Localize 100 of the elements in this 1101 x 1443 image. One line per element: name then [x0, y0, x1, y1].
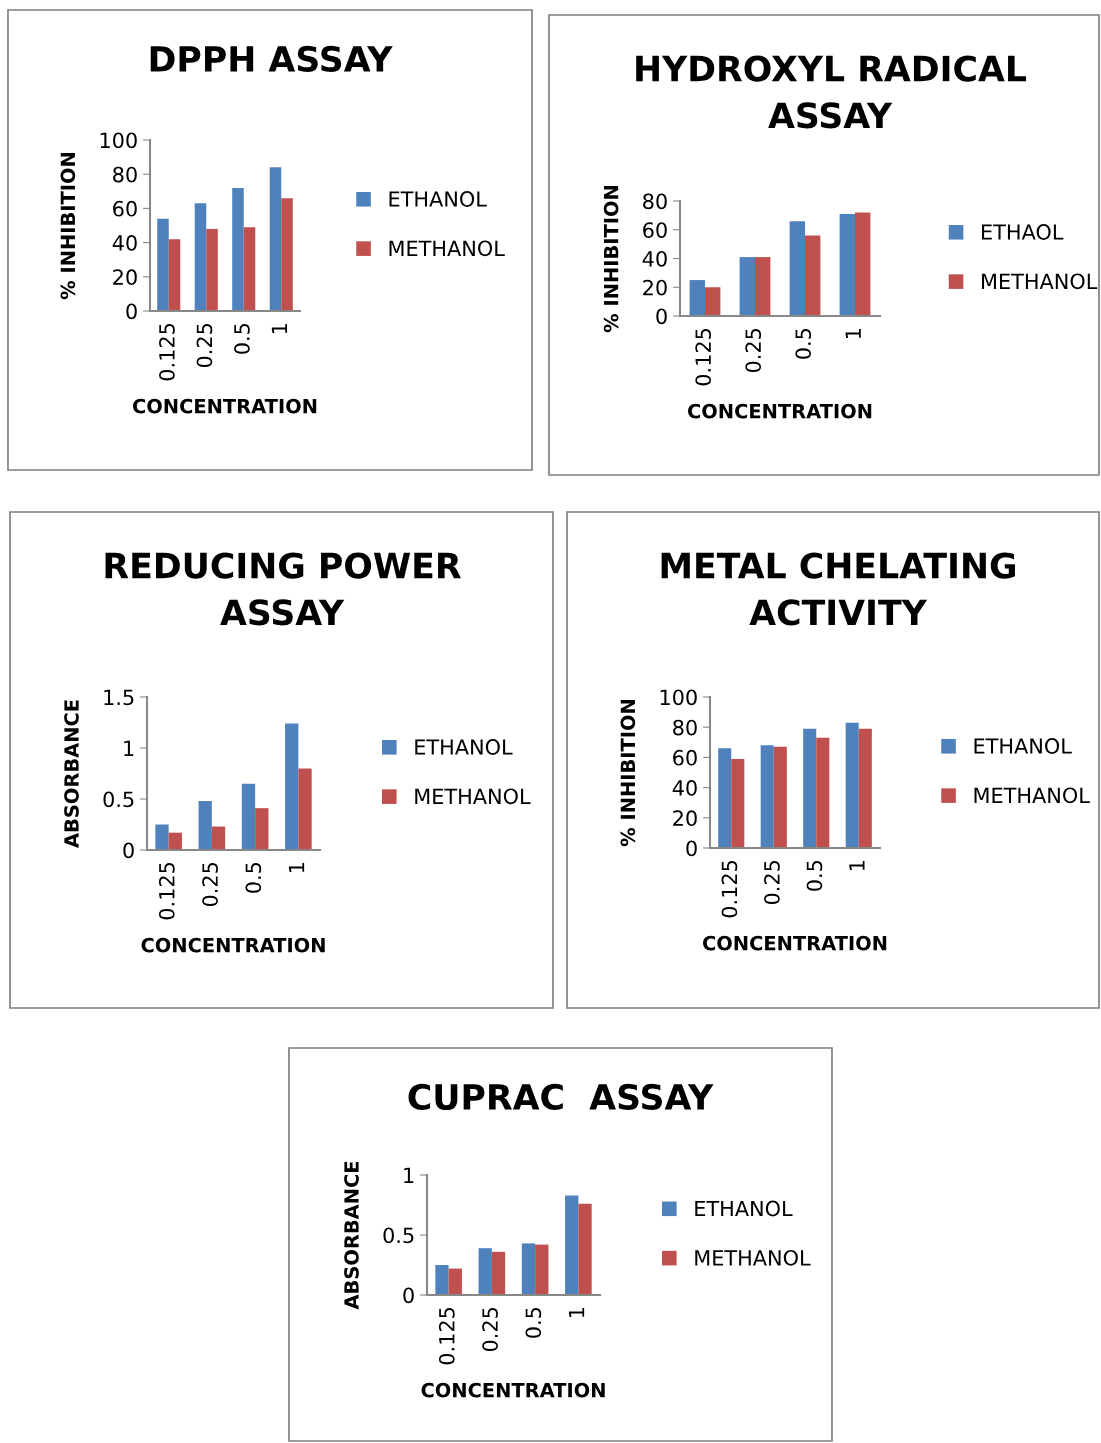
y-tick-label: 80 [673, 719, 697, 736]
bar [157, 218, 169, 311]
x-axis-title: CONCENTRATION [421, 1382, 605, 1398]
y-tick-label: 100 [660, 689, 697, 706]
x-tick-label: 0.25 [764, 860, 780, 905]
chart-title: DPPH ASSAY [150, 45, 393, 73]
x-tick-label: 1 [845, 329, 861, 339]
bar [155, 824, 169, 850]
chart-title: HYDROXYL RADICAL ASSAY [636, 55, 1027, 129]
legend-label: ETHANOL [695, 1200, 793, 1217]
bar [718, 748, 732, 848]
bar [478, 1248, 492, 1295]
bar [845, 722, 859, 848]
y-tick-label: 100 [100, 132, 137, 149]
x-tick-label: 1 [288, 863, 305, 873]
legend-label: METHANOL [982, 273, 1098, 290]
y-tick-label: 0 [126, 303, 137, 320]
legend-label: ETHANOL [415, 739, 513, 755]
y-tick-label: 20 [643, 279, 667, 296]
legend-label: METHANOL [695, 1249, 811, 1266]
bar [755, 257, 771, 316]
bar [760, 745, 774, 848]
x-axis-title: CONCENTRATION [141, 937, 325, 953]
bar [285, 723, 299, 850]
bar [281, 198, 293, 311]
y-tick-label: 0 [403, 1287, 414, 1304]
bar [789, 221, 805, 316]
y-tick-label: 0 [656, 308, 667, 325]
x-tick-label: 1 [568, 1308, 585, 1318]
y-tick-label: 0.5 [383, 1227, 414, 1244]
y-tick-label: 80 [113, 166, 137, 183]
y-tick-label: 60 [643, 222, 667, 238]
x-tick-label: 0.125 [695, 328, 712, 386]
bar [839, 213, 855, 316]
x-tick-label: 0.125 [158, 862, 175, 920]
x-axis-title: CONCENTRATION [687, 403, 872, 419]
chart-title: REDUCING POWER ASSAY [105, 552, 461, 626]
bar [211, 826, 226, 850]
x-tick-label: 0.25 [196, 323, 213, 368]
chart-title: METAL CHELATING ACTIVITY [661, 552, 1015, 626]
bar [805, 235, 821, 316]
bar [241, 783, 256, 850]
y-tick-label: 60 [113, 200, 137, 217]
y-tick-label: 0 [686, 840, 697, 857]
bar [435, 1265, 449, 1295]
bar [803, 728, 817, 848]
bar [521, 1243, 536, 1295]
x-tick-label: 0.5 [795, 328, 812, 359]
x-tick-label: 0.5 [245, 862, 262, 893]
bar [232, 187, 244, 311]
bar [535, 1244, 549, 1295]
y-tick-label: 20 [673, 810, 697, 827]
x-tick-label: 0.125 [438, 1307, 455, 1365]
bar [773, 746, 787, 848]
x-tick-label: 0.25 [202, 862, 218, 907]
y-axis-title: ABSORBANCE [344, 1161, 359, 1310]
bar [578, 1203, 592, 1295]
bar [243, 227, 256, 311]
legend-label: ETHANOL [974, 738, 1072, 754]
y-tick-label: 1 [124, 740, 134, 756]
y-tick-label: 80 [643, 193, 667, 210]
bar [269, 167, 282, 311]
y-axis-title: % INHIBITION [603, 185, 619, 333]
y-tick-label: 60 [673, 749, 697, 766]
y-axis-title: % INHIBITION [620, 699, 636, 847]
x-tick-label: 0.5 [806, 860, 823, 891]
x-tick-label: 0.125 [159, 323, 175, 381]
y-tick-label: 1 [404, 1167, 414, 1183]
x-axis-title: CONCENTRATION [132, 398, 317, 414]
legend-label: ETHAOL [982, 224, 1064, 240]
legend-label: METHANOL [415, 788, 531, 805]
bar [689, 280, 705, 316]
bar [739, 257, 755, 316]
bar [298, 768, 312, 850]
x-tick-label: 1 [271, 324, 287, 334]
legend-label: METHANOL [389, 240, 505, 257]
y-tick-label: 40 [112, 235, 137, 251]
x-tick-label: 0.25 [745, 328, 762, 373]
bar [491, 1251, 506, 1295]
x-tick-label: 1 [849, 861, 865, 871]
chart-title: CUPRAC ASSAY [408, 1083, 714, 1111]
bar [858, 728, 872, 848]
y-tick-label: 20 [113, 269, 137, 286]
y-axis-title: % INHIBITION [60, 152, 76, 300]
y-tick-label: 0 [123, 842, 134, 859]
bar [168, 239, 181, 311]
x-tick-label: 0.5 [525, 1307, 542, 1338]
y-tick-label: 40 [672, 780, 697, 796]
x-tick-label: 0.5 [234, 323, 250, 354]
bar [565, 1195, 579, 1295]
bar [855, 212, 871, 316]
bar [198, 801, 212, 850]
bar [816, 737, 830, 848]
bar [168, 832, 182, 850]
bar [206, 228, 218, 311]
bar [448, 1268, 462, 1295]
x-tick-label: 0.25 [482, 1307, 498, 1352]
legend-label: METHANOL [974, 787, 1090, 804]
y-tick-label: 1.5 [104, 689, 134, 706]
y-tick-label: 0.5 [103, 791, 134, 808]
